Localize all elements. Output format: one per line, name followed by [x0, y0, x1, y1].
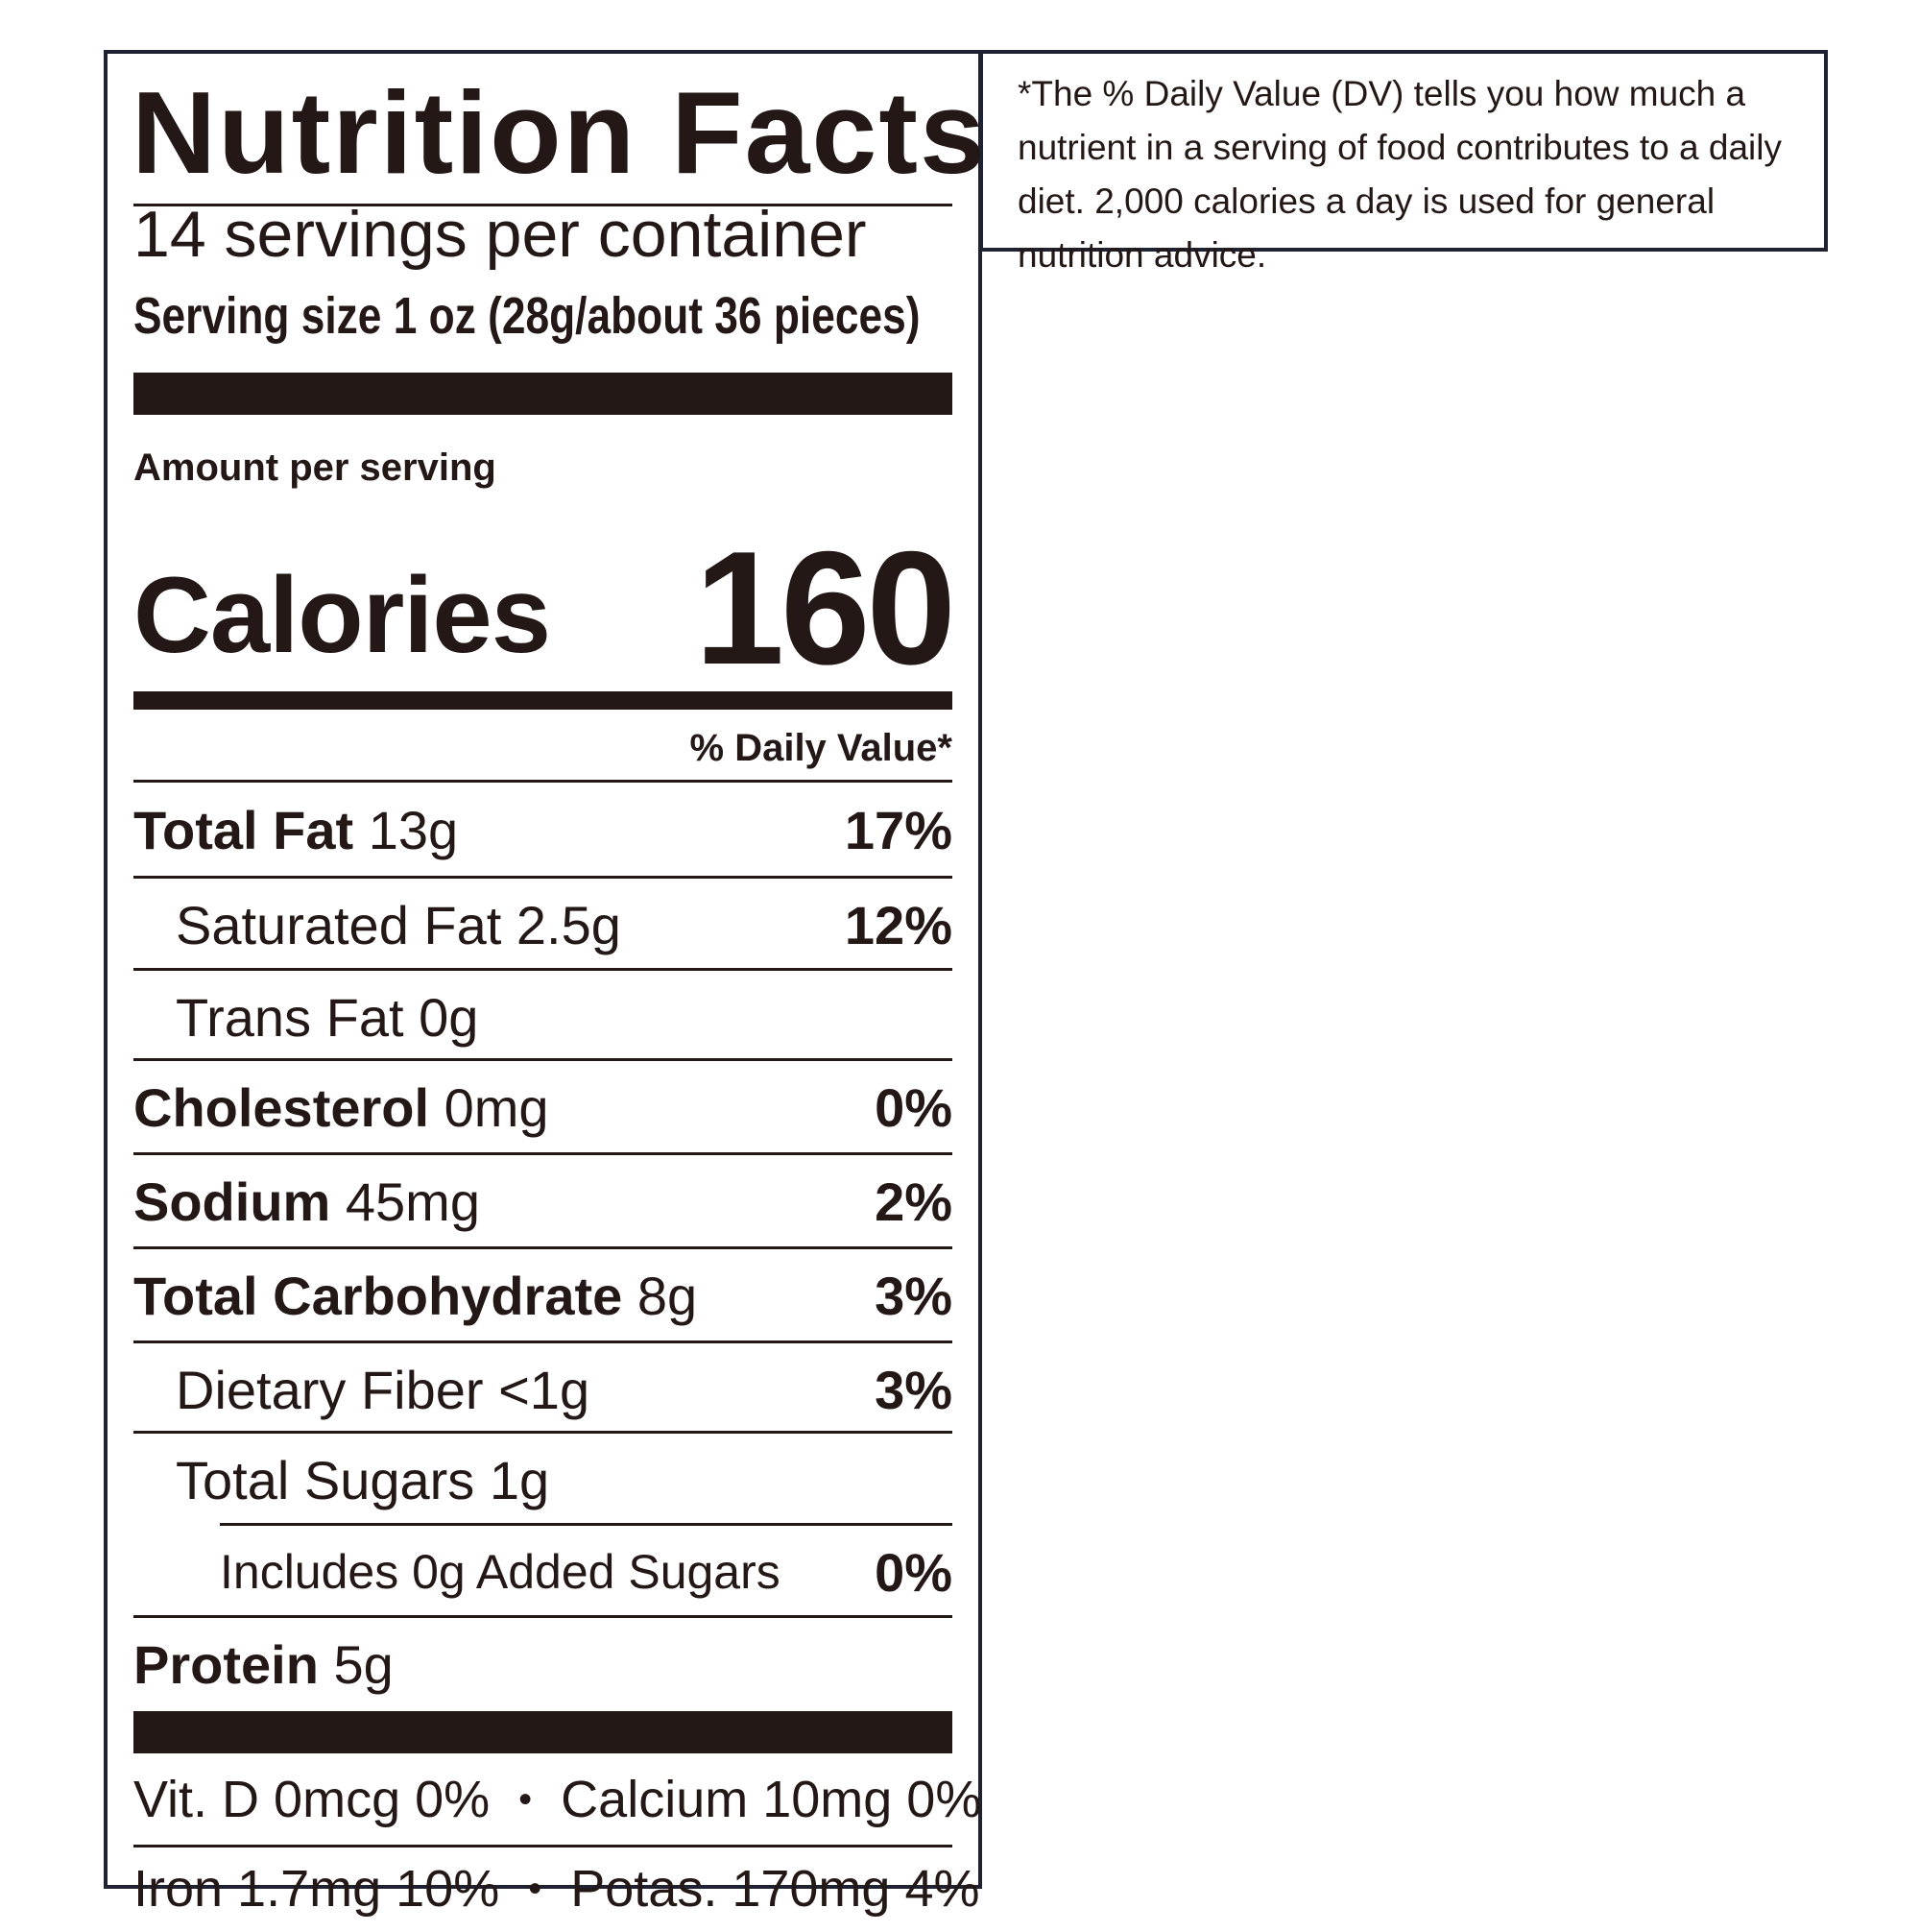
nutrient-dv: 3%: [875, 1265, 952, 1326]
divider: [133, 876, 952, 879]
divider: [133, 1431, 952, 1434]
divider: [220, 1523, 952, 1526]
nutrient-row-total-sugars: Total Sugars 1g: [133, 1434, 952, 1526]
nutrient-dv: 0%: [875, 1541, 952, 1603]
nutrient-dv: 17%: [844, 799, 952, 860]
divider: [133, 1246, 952, 1249]
nutrient-row-cholesterol: Cholesterol 0mg 0%: [133, 1061, 952, 1153]
calories-value: 160: [694, 518, 956, 698]
bullet: •: [518, 1777, 533, 1821]
amount-per-serving: Amount per serving: [133, 447, 496, 489]
nutrient-row-dietary-fiber: Dietary Fiber <1g 3%: [133, 1343, 952, 1436]
nutrient-name: Total Sugars 1g: [176, 1449, 550, 1510]
divider: [133, 1845, 952, 1847]
nutrient-name: Total Fat 13g: [133, 799, 459, 860]
vitamin-row: Iron 1.7mg 10% • Potas. 170mg 4%: [133, 1846, 980, 1932]
divider: [133, 1152, 952, 1155]
nutrient-name: Dietary Fiber <1g: [176, 1359, 590, 1420]
iron: Iron 1.7mg 10%: [133, 1860, 500, 1918]
nutrition-facts-panel: Nutrition Facts 14 servings per containe…: [104, 50, 987, 1918]
divider: [133, 1340, 952, 1343]
nutrient-dv: 3%: [875, 1359, 952, 1420]
bullet: •: [528, 1867, 542, 1910]
nutrient-row-protein: Protein 5g: [133, 1618, 952, 1710]
daily-value-footnote: *The % Daily Value (DV) tells you how mu…: [981, 50, 1828, 275]
medium-divider: [133, 691, 952, 710]
nutrient-row-total-fat: Total Fat 13g 17%: [133, 784, 952, 876]
vitamin-row: Vit. D 0mcg 0% • Calcium 10mg 0%: [133, 1756, 981, 1843]
serving-size: Serving size 1 oz (28g/about 36 pieces): [133, 287, 921, 345]
nutrient-name: Sodium 45mg: [133, 1171, 480, 1232]
label-title: Nutrition Facts: [132, 67, 987, 198]
nutrient-row-saturated-fat: Saturated Fat 2.5g 12%: [133, 879, 952, 971]
nutrient-row-trans-fat: Trans Fat 0g: [133, 971, 952, 1063]
nutrient-dv: 0%: [875, 1076, 952, 1138]
nutrient-name: Protein 5g: [133, 1633, 394, 1695]
nutrient-dv: 2%: [875, 1171, 952, 1232]
nutrient-dv: 12%: [844, 894, 952, 955]
divider: [133, 1058, 952, 1061]
nutrient-name: Total Carbohydrate 8g: [133, 1265, 698, 1326]
potassium: Potas. 170mg 4%: [570, 1860, 980, 1918]
divider: [133, 204, 952, 206]
nutrient-name: Trans Fat 0g: [176, 986, 479, 1048]
nutrient-row-added-sugars: Includes 0g Added Sugars 0%: [133, 1526, 952, 1618]
nutrient-row-sodium: Sodium 45mg 2%: [133, 1155, 952, 1247]
calories-label: Calories: [133, 555, 551, 675]
nutrient-row-total-carbohydrate: Total Carbohydrate 8g 3%: [133, 1249, 952, 1341]
divider: [133, 968, 952, 971]
divider: [133, 780, 952, 783]
daily-value-header: % Daily Value*: [689, 727, 952, 769]
thick-divider: [133, 1711, 952, 1753]
vitamin-d: Vit. D 0mcg 0%: [133, 1771, 491, 1828]
thick-divider: [133, 373, 952, 415]
calcium: Calcium 10mg 0%: [561, 1771, 982, 1828]
servings-per-container: 14 servings per container: [133, 198, 867, 271]
divider: [133, 1615, 952, 1618]
nutrient-name: Cholesterol 0mg: [133, 1076, 549, 1138]
nutrient-name: Saturated Fat 2.5g: [176, 894, 621, 955]
nutrient-name: Includes 0g Added Sugars: [220, 1545, 780, 1599]
